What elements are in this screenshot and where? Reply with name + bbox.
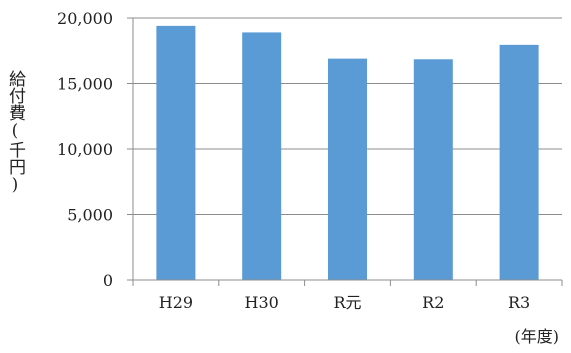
bar-H30 xyxy=(242,32,282,280)
x-tick-label: H29 xyxy=(159,293,193,312)
bar-H29 xyxy=(156,25,196,280)
y-tick-label: 5,000 xyxy=(67,206,113,225)
bar-R3 xyxy=(499,44,539,281)
bar-R2 xyxy=(413,59,453,280)
x-tick-label: R2 xyxy=(422,293,444,312)
x-tick-label: H30 xyxy=(245,293,279,312)
x-tick-label: R元 xyxy=(333,293,361,312)
y-tick-label: 20,000 xyxy=(57,9,113,28)
y-tick-label: 10,000 xyxy=(57,140,113,159)
bars xyxy=(156,25,539,281)
bar-R元 xyxy=(328,58,367,280)
axes xyxy=(127,17,563,286)
x-tick-labels: H29 H30 R元 R2 R3 xyxy=(159,293,530,312)
x-tick-label: R3 xyxy=(508,293,530,312)
y-tick-label: 0 xyxy=(103,271,113,290)
y-axis-label: 給付費(千円) xyxy=(5,70,25,195)
y-tick-labels: 0 5,000 10,000 15,000 20,000 xyxy=(57,9,113,290)
y-tick-label: 15,000 xyxy=(57,75,113,94)
x-axis-unit-label: (年度) xyxy=(514,327,560,346)
